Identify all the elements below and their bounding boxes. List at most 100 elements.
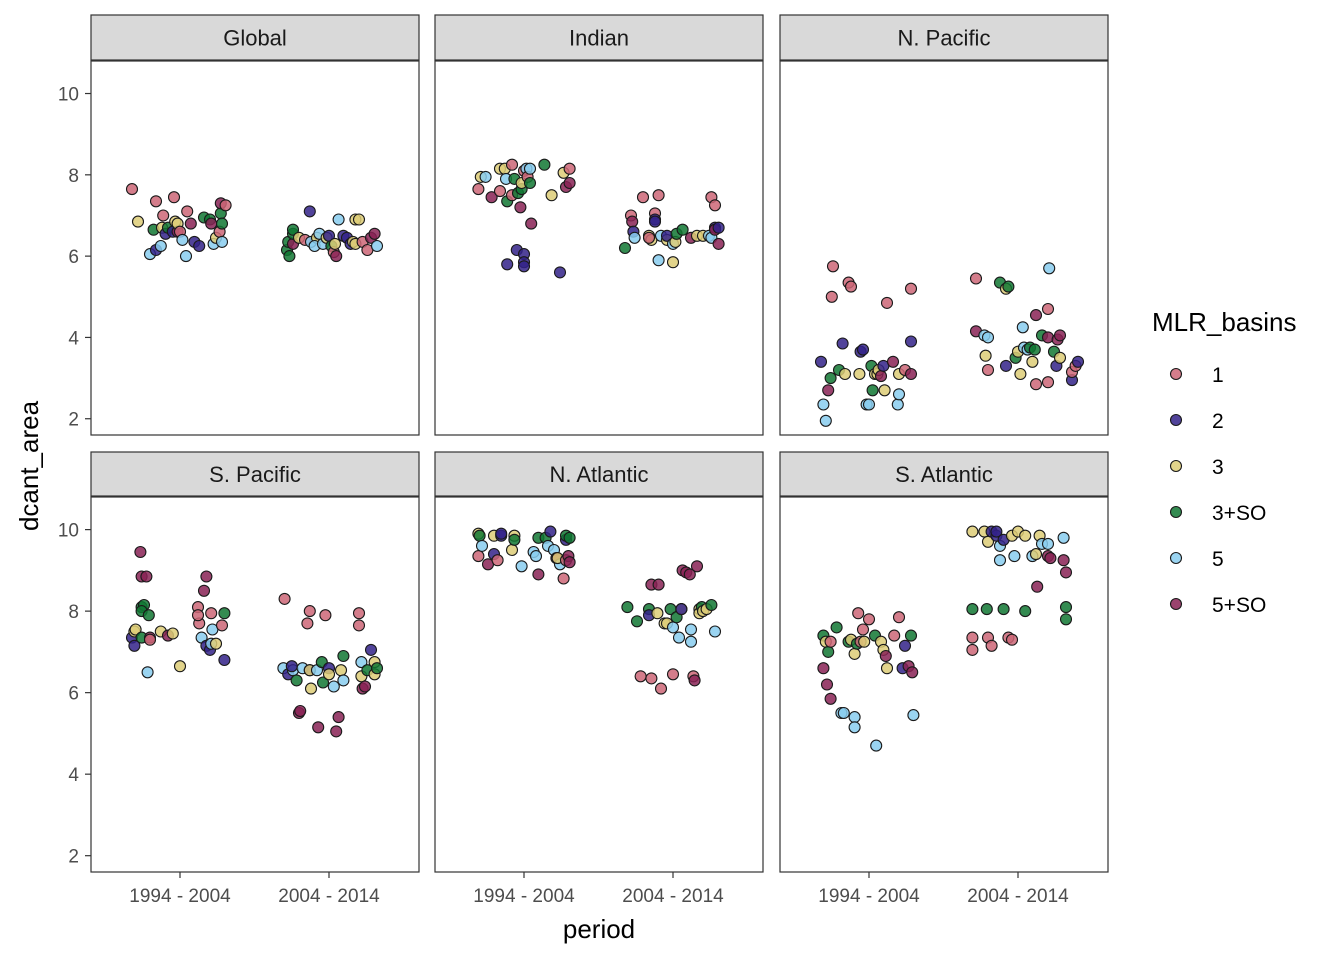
- data-point: [301, 617, 314, 630]
- legend-item: 5: [1169, 548, 1224, 571]
- legend-item: 3+SO: [1169, 502, 1266, 525]
- y-tick-label: 10: [58, 521, 79, 542]
- data-point: [479, 170, 492, 183]
- data-point: [1053, 329, 1067, 342]
- y-tick-label: 6: [68, 247, 79, 268]
- legend-key: [1169, 367, 1183, 381]
- data-point: [319, 609, 332, 622]
- data-point: [334, 664, 348, 677]
- data-point: [1059, 566, 1073, 579]
- facet-title: N. Atlantic: [549, 462, 648, 487]
- data-point: [472, 550, 485, 563]
- y-tick-label: 2: [68, 847, 79, 868]
- data-point: [337, 674, 350, 687]
- x-tick-label: 1994 - 2004: [473, 886, 575, 907]
- data-point: [1031, 580, 1044, 593]
- data-point: [1041, 302, 1055, 316]
- facet-title: S. Atlantic: [895, 462, 993, 487]
- data-point: [675, 603, 688, 616]
- data-point: [652, 578, 665, 591]
- data-point: [563, 531, 576, 544]
- data-point: [1026, 355, 1039, 368]
- data-point: [215, 619, 229, 632]
- x-tick-label: 1994 - 2004: [129, 886, 231, 907]
- data-point: [705, 598, 718, 612]
- data-point: [1016, 321, 1029, 334]
- data-point: [690, 560, 704, 573]
- data-point: [473, 529, 486, 542]
- data-point: [352, 213, 366, 226]
- data-point: [630, 615, 644, 628]
- data-point: [636, 191, 650, 204]
- data-point: [651, 607, 664, 620]
- data-point: [886, 355, 900, 368]
- data-point: [1057, 531, 1070, 544]
- data-point: [848, 711, 861, 724]
- data-point: [215, 217, 229, 230]
- data-point: [654, 682, 668, 695]
- data-point: [652, 254, 665, 267]
- y-tick-label: 6: [68, 684, 79, 705]
- data-point: [493, 185, 507, 198]
- data-point: [316, 676, 330, 689]
- data-point: [966, 643, 979, 656]
- data-point: [370, 662, 384, 675]
- data-point: [830, 621, 843, 634]
- data-point: [505, 158, 519, 171]
- data-point: [822, 384, 835, 397]
- data-point: [712, 237, 725, 250]
- data-point: [134, 545, 147, 559]
- data-point: [870, 739, 883, 752]
- data-point: [184, 217, 197, 230]
- data-point: [878, 384, 891, 397]
- data-point: [906, 666, 919, 679]
- data-point: [822, 645, 835, 658]
- y-tick-label: 10: [58, 85, 79, 106]
- data-point: [825, 290, 838, 303]
- data-point: [1019, 605, 1032, 618]
- data-point: [553, 266, 567, 279]
- data-point: [322, 668, 336, 681]
- data-point: [205, 607, 218, 620]
- data-point: [166, 627, 179, 640]
- data-point: [848, 647, 861, 660]
- data-point: [824, 372, 837, 385]
- panel-n-pacific: N. Pacific: [779, 14, 1109, 436]
- data-point: [993, 554, 1007, 567]
- data-point: [125, 183, 139, 196]
- data-point: [990, 525, 1003, 538]
- data-point: [626, 215, 639, 228]
- data-point: [278, 592, 291, 605]
- data-point: [538, 158, 551, 171]
- data-point: [352, 607, 366, 620]
- panel-border: [434, 60, 764, 436]
- data-point: [966, 603, 979, 616]
- panels: Global Indian N. Pacific S. Pacific N. Atlan…: [90, 14, 1109, 873]
- panel-s-atlantic: S. Atlantic: [779, 451, 1109, 873]
- data-point: [370, 239, 384, 253]
- data-point: [364, 643, 378, 656]
- facet-strip: [90, 14, 420, 61]
- data-point: [1019, 529, 1032, 542]
- y-tick-label: 4: [68, 328, 79, 349]
- data-point: [517, 260, 531, 273]
- data-point: [312, 721, 325, 734]
- data-point: [969, 272, 983, 285]
- data-point: [708, 625, 722, 638]
- data-point: [981, 331, 995, 344]
- x-tick-label: 2004 - 2014: [278, 886, 380, 907]
- data-point: [1008, 550, 1021, 563]
- data-point: [966, 631, 979, 644]
- data-point: [327, 680, 340, 693]
- data-point: [1041, 537, 1055, 550]
- data-point: [131, 215, 145, 228]
- data-point: [824, 635, 837, 648]
- data-point: [666, 256, 680, 269]
- data-point: [888, 629, 901, 642]
- data-point: [475, 539, 489, 552]
- data-point: [819, 414, 832, 427]
- data-point: [355, 656, 368, 669]
- data-point: [525, 217, 538, 230]
- data-point: [544, 525, 557, 538]
